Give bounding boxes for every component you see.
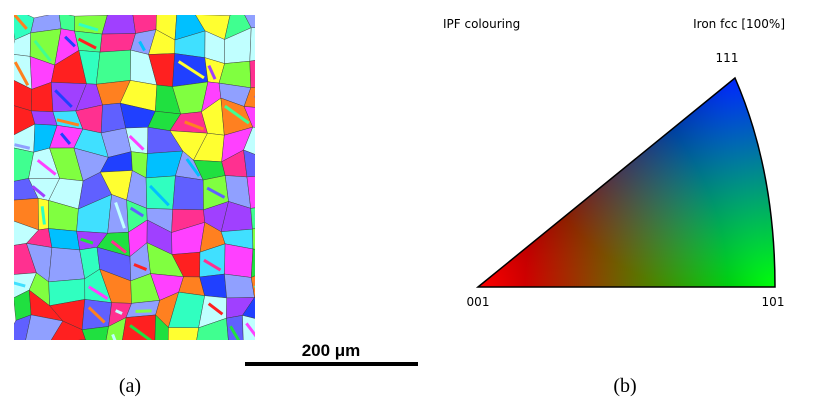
grain bbox=[168, 340, 197, 377]
twin bbox=[164, 308, 165, 323]
grain bbox=[145, 340, 183, 374]
grain bbox=[272, 130, 292, 162]
grain bbox=[244, 150, 274, 177]
grain bbox=[273, 85, 299, 109]
grain bbox=[4, 341, 30, 369]
grain bbox=[104, 349, 133, 377]
grain bbox=[264, 27, 299, 58]
grain bbox=[168, 327, 198, 349]
caption: (a) bbox=[119, 375, 141, 397]
ipf-title: IPF colouring bbox=[443, 17, 520, 31]
grain bbox=[25, 341, 49, 369]
twin bbox=[277, 183, 293, 200]
grain bbox=[49, 248, 85, 282]
grain bbox=[269, 244, 294, 270]
twin bbox=[29, 349, 45, 359]
grain bbox=[251, 249, 274, 277]
phase-label: Iron fcc [100%] bbox=[693, 17, 785, 31]
twin bbox=[256, 237, 270, 248]
grain bbox=[132, 5, 157, 33]
corner-label: 111 bbox=[716, 51, 739, 65]
twin bbox=[278, 260, 285, 265]
grain bbox=[264, 58, 295, 89]
grain bbox=[242, 315, 273, 350]
grain bbox=[250, 59, 273, 88]
grain bbox=[269, 204, 301, 231]
corner-label: 101 bbox=[762, 295, 785, 309]
twin bbox=[255, 216, 272, 217]
grain bbox=[265, 292, 299, 323]
twin bbox=[172, 348, 193, 373]
grain bbox=[251, 207, 276, 230]
grain bbox=[224, 244, 252, 278]
grain bbox=[252, 221, 275, 252]
twin bbox=[280, 16, 295, 29]
ipf-key-colors bbox=[470, 70, 790, 300]
caption: (b) bbox=[613, 375, 636, 397]
figure: 200 μm (a) IPF colouring Iron fcc [100%]… bbox=[0, 0, 815, 406]
corner-label: 001 bbox=[467, 295, 490, 309]
grain bbox=[49, 340, 86, 364]
twin bbox=[199, 357, 217, 359]
grain-map bbox=[1, 5, 303, 377]
grain bbox=[265, 269, 290, 301]
grain bbox=[272, 106, 299, 136]
grain bbox=[274, 221, 301, 252]
grain bbox=[273, 158, 303, 185]
grain bbox=[75, 31, 102, 52]
grain bbox=[96, 50, 130, 84]
grain bbox=[59, 13, 75, 31]
grain bbox=[100, 33, 136, 52]
grain bbox=[250, 27, 274, 61]
grain bbox=[269, 175, 303, 207]
grain bbox=[221, 346, 246, 373]
grain bbox=[48, 228, 79, 249]
grain bbox=[247, 175, 274, 208]
grain bbox=[268, 342, 296, 372]
grain bbox=[268, 315, 299, 350]
grain bbox=[273, 8, 299, 33]
grain bbox=[224, 274, 254, 298]
grain bbox=[243, 346, 271, 373]
grain bbox=[195, 348, 229, 377]
grain bbox=[86, 340, 105, 377]
grain bbox=[102, 7, 136, 34]
twin bbox=[255, 285, 260, 296]
scale-bar-label: 200 μm bbox=[302, 341, 361, 360]
grain bbox=[146, 176, 175, 209]
twin bbox=[255, 96, 271, 105]
grain bbox=[173, 176, 204, 210]
grain bbox=[121, 345, 155, 366]
